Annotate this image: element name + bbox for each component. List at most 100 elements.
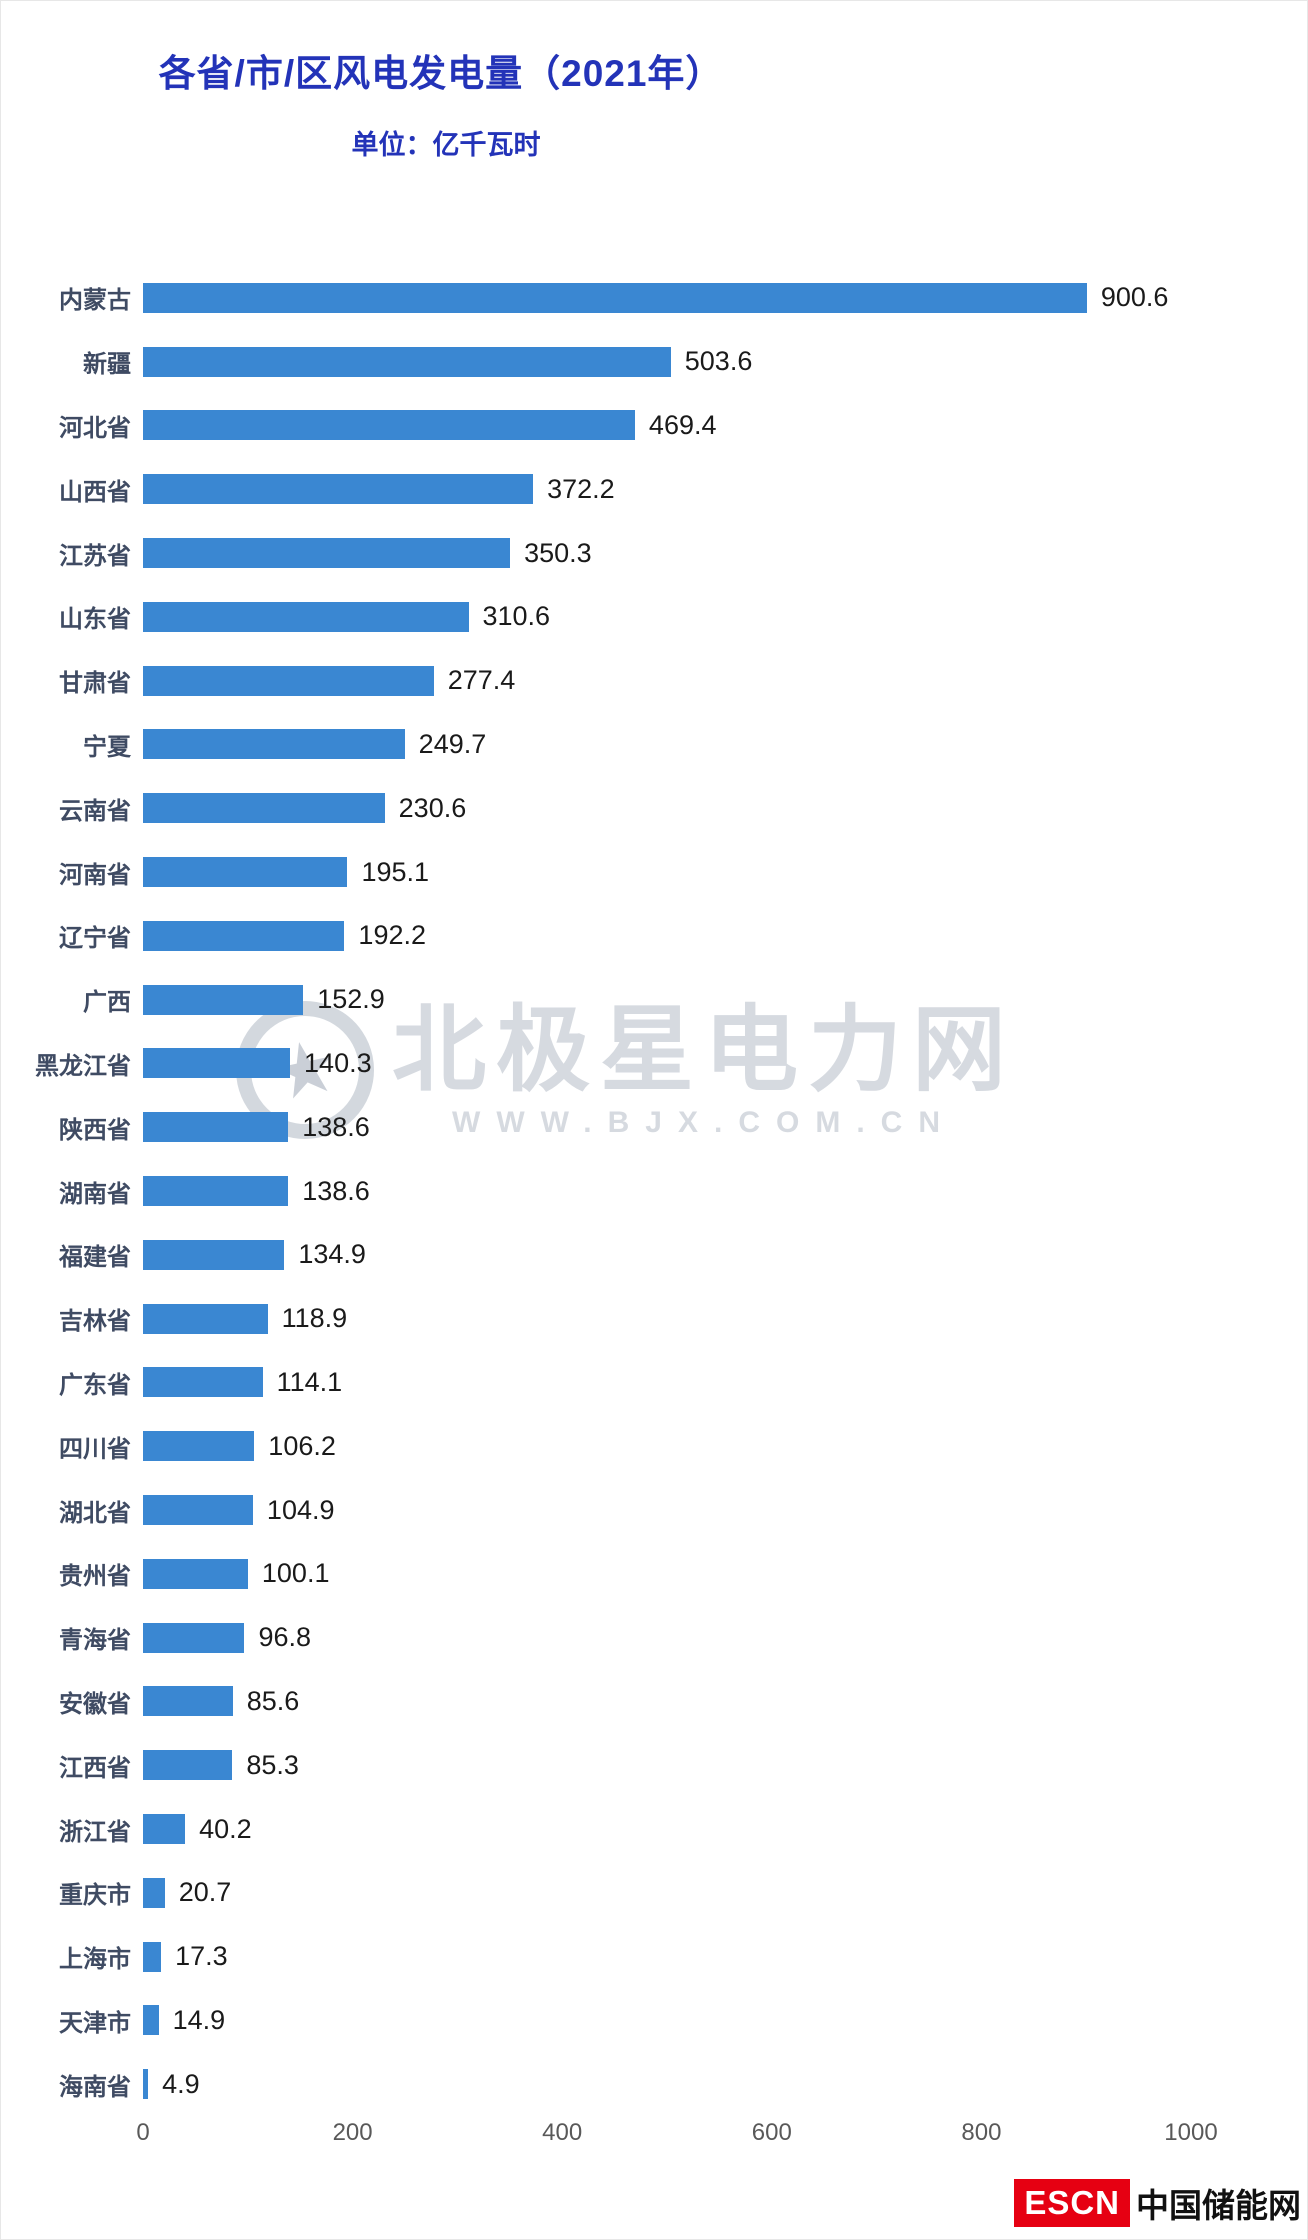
- bar-track: 230.6: [143, 793, 1191, 824]
- category-label: 湖南省: [59, 1180, 131, 1208]
- category-label: 广东省: [59, 1371, 131, 1399]
- category-label: 天津市: [59, 2009, 131, 2037]
- bar-row: 内蒙古 900.6: [31, 266, 1191, 330]
- bar-track: 96.8: [143, 1622, 1191, 1653]
- category-label: 山东省: [59, 606, 131, 634]
- x-axis: 0 200 400 600 800 1000: [136, 2119, 1217, 2153]
- bar-track: 372.2: [143, 474, 1191, 505]
- bar: [143, 729, 405, 760]
- value-label: 192.2: [358, 920, 426, 951]
- bar-row: 云南省 230.6: [31, 776, 1191, 840]
- value-label: 503.6: [684, 346, 753, 377]
- bar-row: 广西 152.9: [31, 968, 1191, 1032]
- escn-logo: ESCN 中国储能网: [1014, 2179, 1301, 2227]
- bar-track: 85.6: [143, 1686, 1191, 1717]
- bar-row: 浙江省 40.2: [31, 1797, 1191, 1861]
- bar: [143, 346, 671, 377]
- bar-track: 85.3: [143, 1750, 1191, 1781]
- bar-track: 17.3: [143, 1941, 1191, 1972]
- bar-row: 江西省 85.3: [31, 1733, 1191, 1797]
- category-label: 江苏省: [59, 542, 131, 570]
- bar-track: 138.6: [143, 1112, 1191, 1143]
- value-label: 138.6: [302, 1111, 370, 1142]
- value-label: 134.9: [298, 1239, 366, 1270]
- value-label: 195.1: [361, 856, 430, 887]
- value-label: 85.6: [246, 1685, 300, 1716]
- bar-row: 湖南省 138.6: [31, 1159, 1191, 1223]
- bar-track: 503.6: [143, 346, 1191, 377]
- bar: [143, 1367, 263, 1398]
- bar-row: 福建省 134.9: [31, 1223, 1191, 1287]
- bar-row: 吉林省 118.9: [31, 1287, 1191, 1351]
- bar: [143, 2005, 159, 2036]
- bar-row: 辽宁省 192.2: [31, 904, 1191, 968]
- bar: [143, 2069, 149, 2100]
- bar-track: 195.1: [143, 857, 1191, 888]
- bar-row: 广东省 114.1: [31, 1351, 1191, 1415]
- bar-row: 山西省 372.2: [31, 457, 1191, 521]
- category-label: 上海市: [59, 1946, 131, 1974]
- bar: [143, 601, 469, 632]
- value-label: 106.2: [268, 1430, 336, 1461]
- category-label: 湖北省: [59, 1499, 131, 1527]
- bar-track: 138.6: [143, 1176, 1191, 1207]
- bar-row: 河南省 195.1: [31, 840, 1191, 904]
- bar-track: 40.2: [143, 1814, 1191, 1845]
- bar-track: 118.9: [143, 1303, 1191, 1334]
- bar: [143, 857, 348, 888]
- bar-track: 350.3: [143, 538, 1191, 569]
- value-label: 900.6: [1100, 282, 1169, 313]
- x-axis-tick-label: 400: [542, 2119, 583, 2146]
- category-label: 河北省: [59, 414, 131, 442]
- value-label: 140.3: [304, 1047, 372, 1078]
- bar-track: 249.7: [143, 729, 1191, 760]
- bar: [143, 1814, 186, 1845]
- escn-logo-box: ESCN: [1014, 2179, 1130, 2227]
- value-label: 277.4: [447, 665, 516, 696]
- bar: [143, 1303, 268, 1334]
- bar-row: 四川省 106.2: [31, 1414, 1191, 1478]
- bar: [143, 1495, 253, 1526]
- bar-track: 277.4: [143, 665, 1191, 696]
- value-label: 14.9: [172, 2004, 226, 2035]
- category-label: 新疆: [83, 351, 131, 379]
- bar-track: 20.7: [143, 1877, 1191, 1908]
- category-label: 贵州省: [59, 1563, 131, 1591]
- bar-row: 山东省 310.6: [31, 585, 1191, 649]
- bar: [143, 1176, 289, 1207]
- bar: [143, 984, 304, 1015]
- value-label: 310.6: [482, 601, 551, 632]
- bar: [143, 1048, 291, 1079]
- bar: [143, 282, 1087, 313]
- value-label: 40.2: [199, 1813, 252, 1844]
- bar: [143, 1750, 233, 1781]
- bar: [143, 665, 434, 696]
- x-axis-tick-label: 1000: [1164, 2119, 1218, 2146]
- category-label: 宁夏: [83, 733, 131, 761]
- bar-row: 天津市 14.9: [31, 1989, 1191, 2053]
- bar-track: 100.1: [143, 1558, 1191, 1589]
- bar-row: 甘肃省 277.4: [31, 649, 1191, 713]
- category-label: 甘肃省: [59, 670, 131, 698]
- chart-unit-subtitle: 单位：亿千瓦时: [351, 130, 541, 160]
- value-label: 469.4: [648, 409, 717, 440]
- category-label: 江西省: [59, 1754, 131, 1782]
- bar-row: 陕西省 138.6: [31, 1095, 1191, 1159]
- bar-track: 140.3: [143, 1048, 1191, 1079]
- bar-track: 14.9: [143, 2005, 1191, 2036]
- bar-chart-plot-area: 内蒙古 900.6 新疆 503.6 河北省 469.4 山西省 372.2 江苏省 350.3 山…: [31, 266, 1191, 2116]
- category-label: 河南省: [59, 861, 131, 889]
- bar-row: 安徽省 85.6: [31, 1670, 1191, 1734]
- value-label: 118.9: [281, 1303, 348, 1334]
- bar: [143, 1431, 255, 1462]
- escn-site-name: 中国储能网: [1136, 2187, 1301, 2224]
- value-label: 96.8: [258, 1622, 311, 1653]
- bar: [143, 1622, 245, 1653]
- bar-row: 重庆市 20.7: [31, 1861, 1191, 1925]
- value-label: 17.3: [175, 1941, 228, 1972]
- category-label: 浙江省: [59, 1818, 131, 1846]
- category-label: 福建省: [59, 1244, 131, 1272]
- bar: [143, 1941, 162, 1972]
- category-label: 海南省: [59, 2073, 131, 2101]
